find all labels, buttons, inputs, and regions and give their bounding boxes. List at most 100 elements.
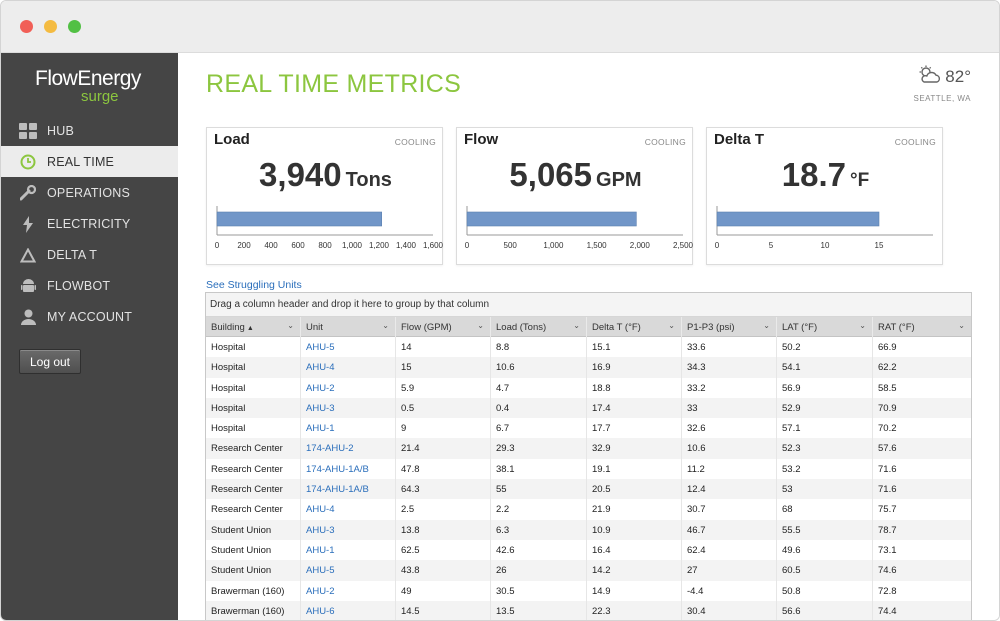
table-cell: 52.9: [777, 397, 873, 419]
card-value: 3,940 Tons: [207, 156, 444, 194]
table-row[interactable]: Brawerman (160) AHU-2 49 30.5 14.9 -4.4 50.8 72…: [206, 580, 971, 601]
chevron-down-icon[interactable]: ⌄: [668, 321, 675, 330]
table-row[interactable]: Research Center 174-AHU-2 21.4 29.3 32.9 10.6…: [206, 438, 971, 459]
x-tick-label: 500: [504, 241, 518, 250]
table-cell: 6.7: [491, 418, 587, 439]
column-header-label: LAT (°F): [782, 322, 818, 333]
unit-link[interactable]: AHU-3: [301, 397, 396, 419]
column-header-rat[interactable]: RAT (°F) ⌄: [873, 317, 971, 337]
table-cell: 78.7: [878, 524, 897, 536]
table-cell: 9: [396, 418, 491, 439]
table-cell: 66.9: [878, 342, 897, 353]
x-tick-label: 1,000: [342, 241, 363, 250]
close-window-button[interactable]: [20, 20, 33, 33]
column-header-p1-p3[interactable]: P1-P3 (psi) ⌄: [682, 317, 777, 337]
weather-temperature: 82°: [945, 66, 971, 86]
table-cell: Research Center: [206, 479, 301, 500]
table-cell: 56.6: [777, 600, 873, 620]
sidebar-item-my-account[interactable]: MY ACCOUNT: [1, 301, 178, 332]
chevron-down-icon[interactable]: ⌄: [763, 321, 770, 330]
sidebar-item-operations[interactable]: OPERATIONS: [1, 177, 178, 208]
table-cell: 33.6: [682, 337, 777, 358]
chevron-down-icon[interactable]: ⌄: [477, 321, 484, 330]
delta-t-card: Delta T COOLING 18.7 °F 0 5 10 15: [706, 127, 943, 265]
logo[interactable]: FlowEnergy surge: [35, 67, 155, 105]
sidebar-item-hub[interactable]: HUB: [1, 115, 178, 146]
sidebar-item-real-time[interactable]: REAL TIME: [1, 146, 178, 177]
table-cell: Hospital: [206, 357, 301, 378]
unit-link[interactable]: 174-AHU-2: [301, 438, 396, 459]
table-cell: 57.1: [777, 418, 873, 439]
table-cell: 73.1: [878, 544, 897, 556]
table-cell: 49.6: [777, 539, 873, 561]
table-cell: 15: [396, 357, 491, 378]
table-row[interactable]: Hospital AHU-1 9 6.7 17.7 32.6 57.1 70.2: [206, 418, 971, 439]
unit-link[interactable]: AHU-1: [301, 418, 396, 439]
column-header-delta-t[interactable]: Delta T (°F) ⌄: [587, 317, 682, 337]
x-tick-label: 1,000: [543, 241, 564, 250]
unit-link[interactable]: AHU-4: [301, 357, 396, 378]
table-row[interactable]: Research Center 174-AHU-1A/B 47.8 38.1 19.1 1…: [206, 458, 971, 480]
chevron-down-icon[interactable]: ⌄: [859, 321, 866, 330]
column-header-label: Delta T (°F): [592, 322, 641, 333]
chevron-down-icon[interactable]: ⌄: [287, 321, 294, 330]
table-cell: 70.2: [878, 423, 897, 435]
group-drop-zone[interactable]: Drag a column header and drop it here to…: [206, 293, 971, 317]
bar: [216, 211, 382, 227]
table-row[interactable]: Hospital AHU-2 5.9 4.7 18.8 33.2 56.9 58.5: [206, 377, 971, 398]
x-tick-label: 5: [769, 241, 774, 250]
table-cell: 27: [682, 560, 777, 581]
table-row[interactable]: Student Union AHU-1 62.5 42.6 16.4 62.4 49.6 73…: [206, 539, 971, 561]
unit-link[interactable]: 174-AHU-1A/B: [301, 479, 396, 500]
unit-link[interactable]: AHU-2: [301, 580, 396, 601]
table-cell: 17.4: [587, 397, 682, 419]
table-row[interactable]: Student Union AHU-5 43.8 26 14.2 27 60.5 74.6: [206, 560, 971, 581]
column-header-load[interactable]: Load (Tons) ⌄: [491, 317, 587, 337]
sidebar-item-flowbot[interactable]: FLOWBOT: [1, 270, 178, 301]
column-header-unit[interactable]: Unit ⌄: [301, 317, 396, 337]
table-row[interactable]: Hospital AHU-3 0.5 0.4 17.4 33 52.9 70.9: [206, 397, 971, 419]
table-row[interactable]: Research Center 174-AHU-1A/B 64.3 55 20.5 12.…: [206, 479, 971, 500]
card-title: Load: [214, 131, 250, 148]
column-header-lat[interactable]: LAT (°F) ⌄: [777, 317, 873, 337]
column-header-label: Building: [211, 322, 245, 333]
sidebar-item-electricity[interactable]: ELECTRICITY: [1, 208, 178, 239]
chevron-down-icon[interactable]: ⌄: [573, 321, 580, 330]
unit-link[interactable]: AHU-2: [301, 377, 396, 398]
maximize-window-button[interactable]: [68, 20, 81, 33]
see-struggling-units-link[interactable]: See Struggling Units: [206, 279, 302, 291]
unit-link[interactable]: AHU-5: [301, 337, 396, 358]
unit-link[interactable]: AHU-1: [301, 539, 396, 561]
unit-link[interactable]: 174-AHU-1A/B: [301, 458, 396, 480]
table-cell: 54.1: [777, 357, 873, 378]
table-cell: 58.5: [878, 382, 897, 394]
table-cell: 56.9: [777, 377, 873, 398]
chevron-down-icon[interactable]: ⌄: [382, 321, 389, 330]
table-cell: 16.9: [587, 357, 682, 378]
chevron-down-icon[interactable]: ⌄: [958, 321, 965, 330]
table-row[interactable]: Hospital AHU-5 14 8.8 15.1 33.6 50.2 66.9: [206, 337, 971, 358]
table-cell: 22.3: [587, 600, 682, 620]
table-row[interactable]: Student Union AHU-3 13.8 6.3 10.9 46.7 55.5 78.…: [206, 519, 971, 540]
table-row[interactable]: Hospital AHU-4 15 10.6 16.9 34.3 54.1 62.2: [206, 357, 971, 378]
partly-cloudy-icon: [917, 65, 941, 88]
unit-link[interactable]: AHU-6: [301, 600, 396, 620]
unit-link[interactable]: AHU-4: [301, 499, 396, 520]
table-cell: 74.6: [878, 565, 897, 577]
table-row[interactable]: Brawerman (160) AHU-6 14.5 13.5 22.3 30.4 56.6…: [206, 600, 971, 620]
table-row[interactable]: Research Center AHU-4 2.5 2.2 21.9 30.7 68 75.7: [206, 499, 971, 520]
table-cell: 12.4: [682, 479, 777, 500]
sidebar-item-delta-t[interactable]: DELTA T: [1, 239, 178, 270]
unit-link[interactable]: AHU-5: [301, 560, 396, 581]
column-header-flow[interactable]: Flow (GPM) ⌄: [396, 317, 491, 337]
unit-link[interactable]: AHU-3: [301, 519, 396, 540]
card-mode: COOLING: [394, 137, 436, 147]
logout-button[interactable]: Log out: [19, 349, 81, 374]
table-cell: Research Center: [206, 499, 301, 520]
x-tick-label: 1,600: [423, 241, 444, 250]
sidebar-item-label: OPERATIONS: [47, 186, 131, 200]
x-tick-label: 800: [318, 241, 332, 250]
table-cell: 29.3: [491, 438, 587, 459]
column-header-building[interactable]: Building ▲ ⌄: [206, 317, 301, 337]
minimize-window-button[interactable]: [44, 20, 57, 33]
